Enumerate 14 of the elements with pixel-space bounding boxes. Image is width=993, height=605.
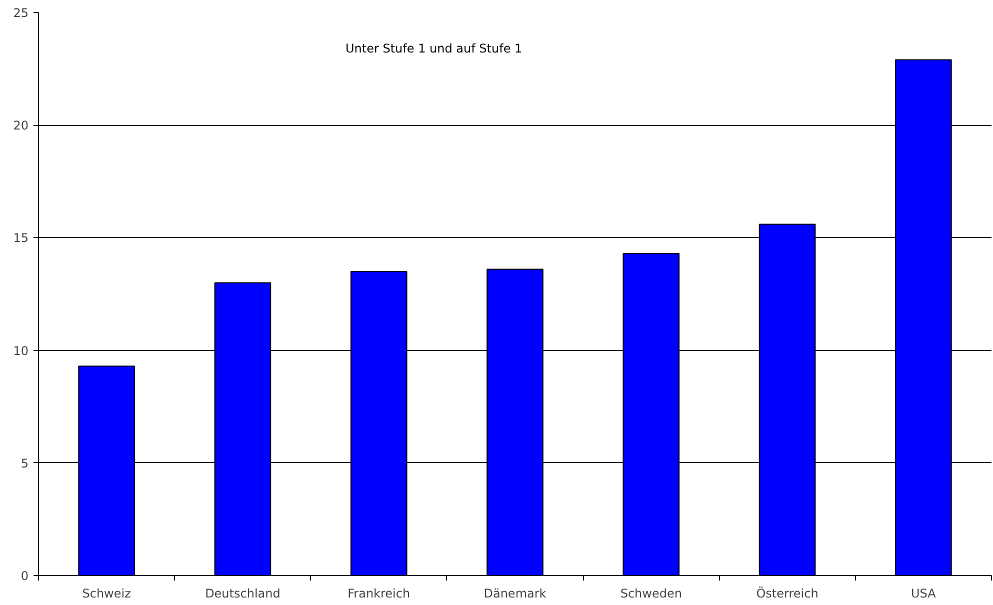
x-tick-label: Österreich <box>756 586 818 600</box>
y-tick-label: 5 <box>20 456 29 470</box>
y-tick-label: 20 <box>13 118 29 133</box>
annotation: Unter Stufe 1 und auf Stufe 1 <box>346 42 522 56</box>
x-tick-label: Frankreich <box>348 586 410 600</box>
x-tick-label: Dänemark <box>484 586 546 600</box>
y-tick-label: 15 <box>13 231 29 246</box>
x-tick-label: USA <box>911 586 937 600</box>
x-tick-label: Schweiz <box>82 586 131 600</box>
x-tick-label: Deutschland <box>205 586 280 600</box>
y-tick-label: 0 <box>20 569 29 583</box>
y-tick-label: 25 <box>13 6 29 20</box>
x-tick-label: Schweden <box>620 586 682 600</box>
y-tick-label: 10 <box>13 344 29 358</box>
